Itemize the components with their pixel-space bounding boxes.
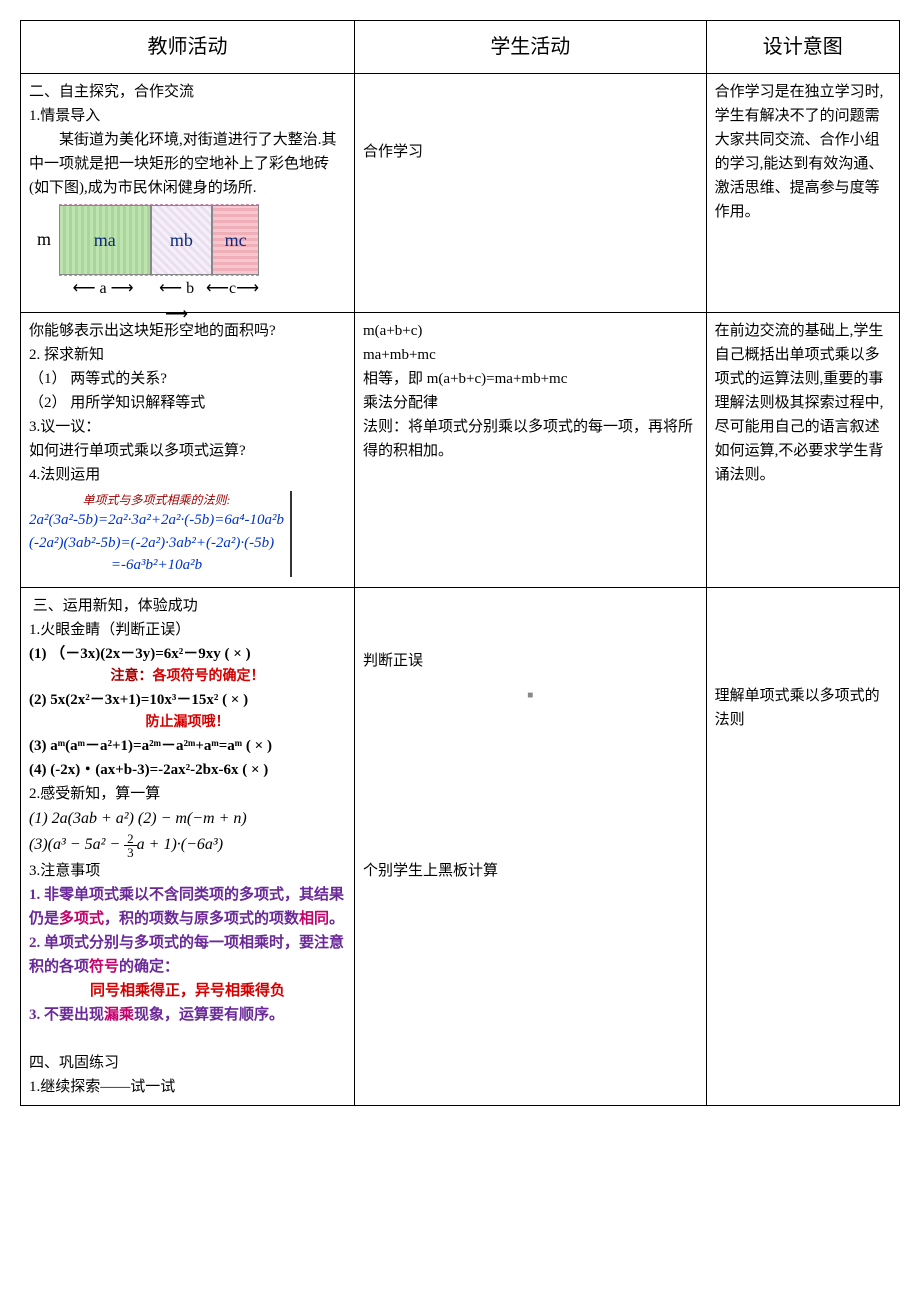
explore-q2: （2） 用所学知识解释等式	[29, 391, 346, 415]
student-cell-3: 判断正误 ■ 个别学生上黑板计算	[355, 587, 707, 1105]
section-2-title: 二、自主探究，合作交流	[29, 80, 346, 104]
dot-icon: ■	[363, 688, 698, 704]
formula-2: (-2a²)(3ab²-5b)=(-2a²)·3ab²+(-2a²)·(-5b)	[29, 532, 284, 555]
f2-mid: (-2a²)·3ab²+(-2a²)·(-5b)	[131, 535, 275, 551]
label-c: ⟵c⟶	[206, 276, 259, 327]
intent-cell-2: 在前边交流的基础上,学生自己概括出单项式乘以多项式的运算法则,重要的事理解法则极…	[706, 313, 899, 588]
fraction-icon: 23	[124, 832, 137, 859]
row-intro: 二、自主探究，合作交流 1.情景导入 某街道为美化环境,对街道进行了大整治.其中…	[21, 74, 900, 313]
formula-block: 单项式与多项式相乘的法则: 2a²(3a²-5b)=2a²·3a²+2a²·(-…	[29, 491, 292, 577]
s2-4: 乘法分配律	[363, 391, 698, 415]
note-3: 3. 不要出现漏乘现象，运算要有顺序。	[29, 1003, 346, 1027]
s3-1: 判断正误	[363, 649, 698, 673]
s2-5: 法则：将单项式分别乘以多项式的每一项，再将所得的积相加。	[363, 415, 698, 463]
bottom-labels: ⟵ a ⟶ ⟵ b ⟶ ⟵c⟶	[59, 276, 259, 327]
explore-q1: （1） 两等式的关系?	[29, 367, 346, 391]
judge-heading: 1.火眼金睛（判断正误）	[29, 618, 346, 642]
scenario-heading: 1.情景导入	[29, 104, 346, 128]
judge-4: (4) (-2x)・(ax+b-3)=-2ax²-2bx-6x ( × )	[29, 758, 346, 782]
judge-3: (3) aᵐ(aᵐ－a²+1)=a²ᵐ－a²ᵐ+aᵐ=aᵐ ( × )	[29, 734, 346, 758]
calc-3: (3)(a³ − 5a² − 23a + 1)·(−6a³)	[29, 832, 346, 859]
f2-lhs: (-2a²)(3ab²-5b)=	[29, 535, 131, 551]
practice-heading: 1.继续探索——试一试	[29, 1075, 346, 1099]
rule-apply-heading: 4.法则运用	[29, 463, 346, 487]
page: 教师活动 学生活动 设计意图 二、自主探究，合作交流 1.情景导入 某街道为美化…	[20, 20, 900, 1106]
discuss-heading: 3.议一议：	[29, 415, 346, 439]
header-teacher: 教师活动	[21, 21, 355, 74]
cell-ma: ma	[59, 205, 151, 275]
cell-mb: mb	[151, 205, 213, 275]
diagram-cells: ma mb mc	[59, 204, 259, 276]
intent-3-text: 理解单项式乘以多项式的法则	[715, 688, 880, 728]
section-4-title: 四、巩固练习	[29, 1051, 346, 1075]
m-label: m	[29, 204, 59, 274]
s2-3: 相等，即 m(a+b+c)=ma+mb+mc	[363, 367, 698, 391]
s3-2: 个别学生上黑板计算	[363, 859, 698, 883]
student-cell-2: m(a+b+c) ma+mb+mc 相等，即 m(a+b+c)=ma+mb+mc…	[355, 313, 707, 588]
judge-2-note: 防止漏项哦！	[29, 712, 346, 734]
judge-1: (1) （－3x)(2x－3y)=6x²－9xy ( × )	[29, 642, 346, 666]
lesson-plan-table: 教师活动 学生活动 设计意图 二、自主探究，合作交流 1.情景导入 某街道为美化…	[20, 20, 900, 1106]
s2-2: ma+mb+mc	[363, 343, 698, 367]
s2-1: m(a+b+c)	[363, 319, 698, 343]
scenario-text: 某街道为美化环境,对街道进行了大整治.其中一项就是把一块矩形的空地补上了彩色地砖…	[29, 128, 346, 200]
notes-heading: 3.注意事项	[29, 859, 346, 883]
calc-1-2: (1) 2a(3ab + a²) (2) − m(−m + n)	[29, 806, 346, 832]
note-2: 2. 单项式分别与多项式的每一项相乘时，要注意积的各项符号的确定：	[29, 931, 346, 979]
header-row: 教师活动 学生活动 设计意图	[21, 21, 900, 74]
intent-cell-3: 理解单项式乘以多项式的法则	[706, 587, 899, 1105]
calc3-post: a + 1)·(−6a³)	[137, 836, 223, 853]
note-1: 1. 非零单项式乘以不含同类项的多项式，其结果仍是多项式，积的项数与原多项式的项…	[29, 883, 346, 931]
f1-rhs: 2a²·3a²+2a²·(-5b)=6a⁴-10a²b	[108, 512, 284, 528]
rule-caption: 单项式与多项式相乘的法则:	[29, 491, 284, 509]
student-text-1: 合作学习	[363, 144, 423, 160]
judge-2: (2) 5x(2x²－3x+1)=10x³－15x² ( × )	[29, 688, 346, 712]
calc-heading: 2.感受新知，算一算	[29, 782, 346, 806]
header-intent: 设计意图	[706, 21, 899, 74]
discuss-q: 如何进行单项式乘以多项式运算?	[29, 439, 346, 463]
teacher-cell-3: 三、运用新知，体验成功 1.火眼金睛（判断正误） (1) （－3x)(2x－3y…	[21, 587, 355, 1105]
student-cell-1: 合作学习	[355, 74, 707, 313]
teacher-cell-1: 二、自主探究，合作交流 1.情景导入 某街道为美化环境,对街道进行了大整治.其中…	[21, 74, 355, 313]
notes-block: 1. 非零单项式乘以不含同类项的多项式，其结果仍是多项式，积的项数与原多项式的项…	[29, 883, 346, 1027]
label-b: ⟵ b ⟶	[147, 276, 206, 327]
explore-heading: 2. 探求新知	[29, 343, 346, 367]
row-apply: 三、运用新知，体验成功 1.火眼金睛（判断正误） (1) （－3x)(2x－3y…	[21, 587, 900, 1105]
calc3-pre: (3)(a³ − 5a² −	[29, 836, 124, 853]
judge-1-note: 注意：注意：各项符号的确定！各项符号的确定！	[29, 666, 346, 688]
row-explore: 你能够表示出这块矩形空地的面积吗? 2. 探求新知 （1） 两等式的关系? （2…	[21, 313, 900, 588]
label-a: ⟵ a ⟶	[59, 276, 147, 327]
area-diagram: m ma mb mc ⟵ a ⟶ ⟵ b ⟶ ⟵c⟶	[29, 204, 279, 304]
note-2-rule: 同号相乘得正，异号相乘得负	[29, 979, 346, 1003]
teacher-cell-2: 你能够表示出这块矩形空地的面积吗? 2. 探求新知 （1） 两等式的关系? （2…	[21, 313, 355, 588]
intent-cell-1: 合作学习是在独立学习时,学生有解决不了的问题需大家共同交流、合作小组的学习,能达…	[706, 74, 899, 313]
formula-2-result: =-6a³b²+10a²b	[29, 554, 284, 577]
header-student: 学生活动	[355, 21, 707, 74]
cell-mc: mc	[212, 205, 259, 275]
formula-1: 2a²(3a²-5b)=2a²·3a²+2a²·(-5b)=6a⁴-10a²b	[29, 509, 284, 532]
section-3-title: 三、运用新知，体验成功	[29, 594, 346, 618]
f1-lhs: 2a²(3a²-5b)=	[29, 512, 108, 528]
f2-res: =-6a³b²+10a²b	[111, 557, 202, 573]
